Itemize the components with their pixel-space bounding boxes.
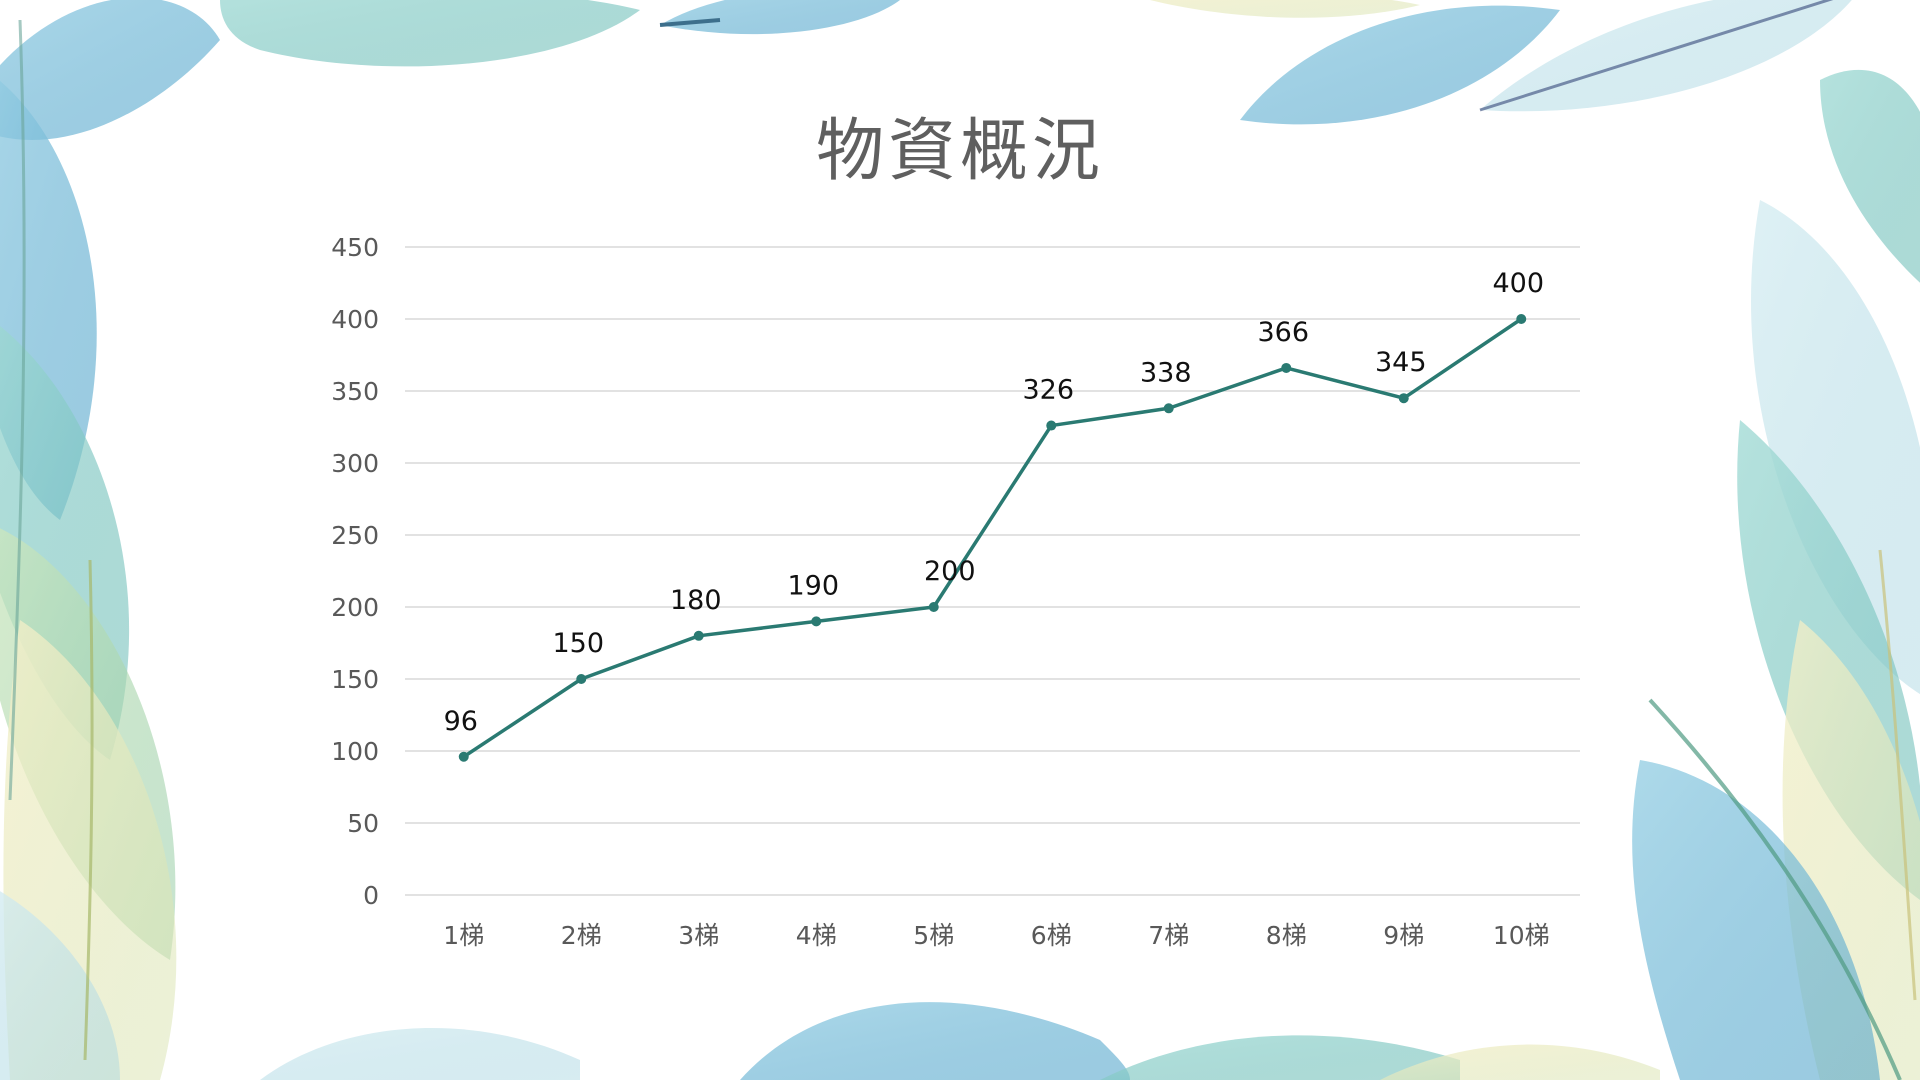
data-point	[693, 630, 704, 641]
data-label: 366	[1257, 317, 1309, 348]
x-axis-ticks: 1梯 2梯 3梯 4梯 5梯 6梯 7梯 8梯 9梯 10梯	[443, 921, 1549, 950]
data-label: 345	[1375, 347, 1427, 378]
x-tick-label: 9梯	[1383, 921, 1424, 950]
y-tick-label: 400	[331, 305, 379, 334]
data-label: 326	[1022, 375, 1074, 406]
y-tick-label: 0	[363, 881, 379, 910]
y-tick-label: 350	[331, 377, 379, 406]
data-label: 200	[924, 556, 976, 587]
y-tick-label: 300	[331, 449, 379, 478]
data-points	[458, 314, 1527, 762]
data-point	[1516, 314, 1527, 324]
series-line	[462, 317, 1523, 759]
x-tick-label: 4梯	[796, 921, 837, 950]
data-point	[1281, 362, 1292, 373]
y-tick-label: 100	[331, 737, 379, 766]
data-point	[811, 616, 822, 627]
x-tick-label: 3梯	[678, 921, 719, 950]
data-label: 190	[787, 570, 839, 601]
chart-title: 物資概況	[815, 112, 1104, 191]
x-tick-label: 1梯	[443, 921, 484, 950]
series-line-layer	[462, 317, 1523, 759]
y-tick-label: 450	[331, 233, 379, 262]
gridlines	[405, 246, 1580, 896]
data-point	[576, 674, 587, 684]
data-labels: 96 150 180 190 200 326 338 366 345 400	[444, 268, 1544, 737]
x-tick-label: 2梯	[561, 921, 602, 950]
data-point	[1163, 403, 1174, 414]
y-tick-label: 150	[331, 665, 379, 694]
y-tick-label: 250	[331, 521, 379, 550]
x-tick-label: 7梯	[1148, 921, 1189, 950]
data-label: 338	[1140, 357, 1192, 388]
y-tick-label: 50	[347, 809, 379, 838]
x-tick-label: 6梯	[1031, 921, 1072, 950]
data-label: 180	[670, 585, 722, 616]
data-point	[928, 602, 939, 612]
x-tick-label: 8梯	[1266, 921, 1307, 950]
data-point	[458, 751, 469, 762]
y-axis-ticks: 0 50 100 150 200 250 300 350 400 450	[331, 233, 379, 910]
data-point	[1398, 393, 1409, 404]
data-label: 150	[552, 628, 604, 659]
x-tick-label: 10梯	[1493, 921, 1550, 950]
data-label: 96	[444, 706, 478, 737]
x-tick-label: 5梯	[913, 921, 954, 950]
data-point	[1046, 420, 1057, 431]
y-tick-label: 200	[331, 593, 379, 622]
data-label: 400	[1492, 268, 1544, 299]
